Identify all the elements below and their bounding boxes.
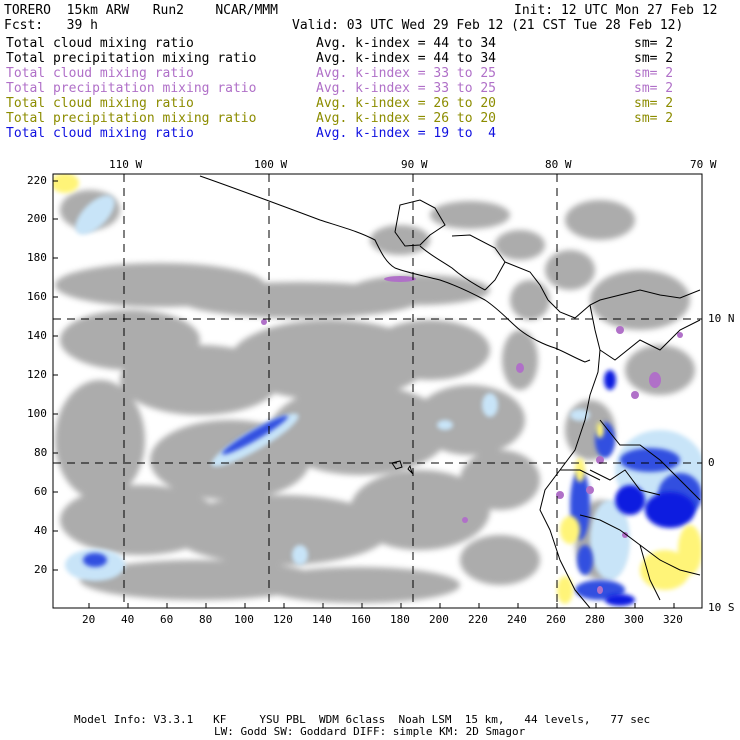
legend-row-1-sm: sm= 2 xyxy=(634,51,674,66)
lon-label-100w: 100 W xyxy=(254,158,288,171)
lat-label-0: 0 xyxy=(708,456,715,469)
x-tick-100: 100 xyxy=(234,613,254,626)
y-tick-180: 180 xyxy=(27,251,47,264)
lon-label-70w: 70 W xyxy=(690,158,717,171)
x-tick-220: 220 xyxy=(468,613,488,626)
legend-row-3-field: Total precipitation mixing ratio xyxy=(6,81,257,96)
y-tick-80: 80 xyxy=(34,446,48,459)
model-info: Model Info: V3.3.1 KF YSU PBL WDM 6class… xyxy=(74,713,651,726)
legend-row-4-field: Total cloud mixing ratio xyxy=(6,96,194,111)
x-tick-40: 40 xyxy=(121,613,135,626)
x-tick-60: 60 xyxy=(160,613,174,626)
y-tick-100: 100 xyxy=(27,407,47,420)
coastlines xyxy=(199,175,701,608)
legend-row-0-sm: sm= 2 xyxy=(634,36,674,51)
x-tick-320: 320 xyxy=(663,613,683,626)
x-tick-160: 160 xyxy=(351,613,371,626)
graticule xyxy=(53,174,702,608)
legend-row-1-avg: Avg. k-index = 44 to 34 xyxy=(316,51,497,66)
y-tick-20: 20 xyxy=(34,563,48,576)
lon-label-80w: 80 W xyxy=(545,158,572,171)
x-tick-140: 140 xyxy=(312,613,332,626)
cloud-field-yellow xyxy=(53,174,702,604)
x-tick-300: 300 xyxy=(624,613,644,626)
legend-row-5-avg: Avg. k-index = 26 to 20 xyxy=(316,111,497,126)
legend-row-3-avg: Avg. k-index = 33 to 25 xyxy=(316,81,497,96)
legend-row-5-field: Total precipitation mixing ratio xyxy=(6,111,257,126)
plot-frame xyxy=(52,173,703,609)
physics-info: LW: Godd SW: Goddard DIFF: simple KM: 2D… xyxy=(214,725,526,738)
y-tick-200: 200 xyxy=(27,212,47,225)
x-tick-260: 260 xyxy=(546,613,566,626)
model-title: TORERO 15km ARW Run2 NCAR/MMM xyxy=(4,3,278,18)
y-tick-220: 220 xyxy=(27,174,47,187)
lat-label-10n: 10 N xyxy=(708,312,735,325)
init-time: Init: 12 UTC Mon 27 Feb 12 xyxy=(514,3,718,18)
legend-row-4-sm: sm= 2 xyxy=(634,96,674,111)
legend-row-3-sm: sm= 2 xyxy=(634,81,674,96)
y-tick-140: 140 xyxy=(27,329,47,342)
legend-row-0-avg: Avg. k-index = 44 to 34 xyxy=(316,36,497,51)
legend-row-1-field: Total precipitation mixing ratio xyxy=(6,51,257,66)
x-tick-80: 80 xyxy=(199,613,213,626)
legend-row-4-avg: Avg. k-index = 26 to 20 xyxy=(316,96,497,111)
lat-label-10s: 10 S xyxy=(708,601,735,614)
y-tick-40: 40 xyxy=(34,524,48,537)
lon-label-110w: 110 W xyxy=(109,158,143,171)
legend-row-6-avg: Avg. k-index = 19 to 4 xyxy=(316,126,497,141)
cloud-field-dark-blue xyxy=(604,370,695,606)
y-tick-60: 60 xyxy=(34,485,48,498)
lon-label-90w: 90 W xyxy=(401,158,428,171)
forecast-hour: Fcst: 39 h xyxy=(4,18,98,33)
y-tick-120: 120 xyxy=(27,368,47,381)
y-tick-160: 160 xyxy=(27,290,47,303)
legend-row-0-field: Total cloud mixing ratio xyxy=(6,36,194,51)
frame-ticks xyxy=(53,180,675,608)
legend-row-6-field: Total cloud mixing ratio xyxy=(6,126,194,141)
x-tick-20: 20 xyxy=(82,613,96,626)
legend-row-2-field: Total cloud mixing ratio xyxy=(6,66,194,81)
legend-row-5-sm: sm= 2 xyxy=(634,111,674,126)
x-tick-240: 240 xyxy=(507,613,527,626)
legend-row-2-avg: Avg. k-index = 33 to 25 xyxy=(316,66,497,81)
valid-time: Valid: 03 UTC Wed 29 Feb 12 (21 CST Tue … xyxy=(292,18,684,33)
cloud-field-purple xyxy=(261,276,683,594)
x-tick-280: 280 xyxy=(585,613,605,626)
x-tick-180: 180 xyxy=(390,613,410,626)
x-tick-200: 200 xyxy=(429,613,449,626)
legend-row-2-sm: sm= 2 xyxy=(634,66,674,81)
x-tick-120: 120 xyxy=(273,613,293,626)
